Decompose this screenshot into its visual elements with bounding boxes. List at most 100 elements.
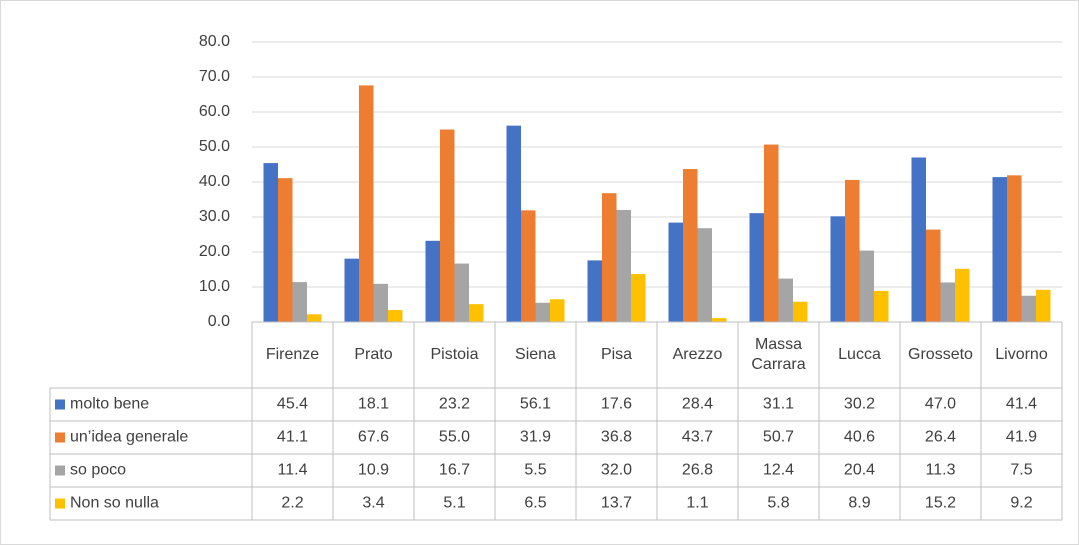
table-value: 13.7 [601,495,632,512]
bar [778,278,793,322]
table-value: 31.9 [520,429,551,446]
bar [587,260,602,322]
category-label: Firenze [265,346,320,363]
table-value: 31.1 [763,396,794,413]
bar [955,268,970,322]
bar [425,240,440,322]
bar [602,193,617,322]
table-value: 36.8 [601,429,632,446]
table-value: 17.6 [601,396,632,413]
bar [1036,289,1051,322]
category-label: Lucca [838,346,881,363]
table-value: 7.5 [1010,462,1032,479]
y-tick-label: 50.0 [199,138,230,155]
bar [926,229,941,322]
table-value: 8.9 [848,495,870,512]
table-value: 16.7 [439,462,470,479]
y-tick-label: 40.0 [199,173,230,190]
table-value: 3.4 [362,495,384,512]
category-label: Pistoia [430,346,479,363]
bar [764,144,779,322]
table-value: 10.9 [358,462,389,479]
table-value: 41.4 [1006,396,1037,413]
table-value: 5.5 [524,462,546,479]
bar [874,290,889,322]
table-value: 12.4 [763,462,794,479]
bar [506,125,521,323]
table-value: 6.5 [524,495,546,512]
y-tick-label: 60.0 [199,103,230,120]
table-value: 50.7 [763,429,794,446]
table-value: 67.6 [358,429,389,446]
table-value: 2.2 [281,495,303,512]
bar [278,178,293,322]
bar [263,163,278,322]
bar [830,216,845,322]
bar [697,228,712,322]
table-value: 43.7 [682,429,713,446]
table-value: 56.1 [520,396,551,413]
table-value: 11.4 [278,462,308,479]
bar [845,179,860,322]
bar [344,258,359,322]
legend-swatch [55,465,65,476]
table-value: 45.4 [277,396,308,413]
table-value: 26.4 [925,429,956,446]
y-tick-label: 10.0 [199,278,230,295]
y-tick-label: 70.0 [199,68,230,85]
bar [940,282,955,322]
category-label: Siena [515,346,556,363]
table-value: 5.1 [443,495,465,512]
table-value: 55.0 [439,429,470,446]
bar [668,222,683,322]
legend-swatch [55,498,65,509]
legend-label: un’idea generale [70,429,188,446]
table-value: 5.8 [767,495,789,512]
category-label: Massa Carrara [751,336,806,373]
bar [1007,175,1022,322]
bar [550,299,565,322]
category-label: Arezzo [672,346,723,363]
legend-label: so poco [70,462,126,479]
table-value: 40.6 [844,429,875,446]
y-tick-label: 30.0 [199,208,230,225]
bar [1021,295,1036,322]
category-label: Livorno [995,346,1048,363]
category-label: Grosseto [908,346,973,363]
table-value: 20.4 [844,462,875,479]
bar [469,304,484,322]
legend-swatch [55,399,65,410]
table-value: 9.2 [1010,495,1032,512]
bar [440,129,455,322]
y-tick-label: 20.0 [199,243,230,260]
bar [373,283,388,322]
bar [793,301,808,322]
bar [307,314,322,322]
table-value: 23.2 [439,396,470,413]
legend-label: molto bene [70,396,149,413]
table-value: 18.1 [358,396,389,413]
table-value: 47.0 [925,396,956,413]
category-label: Pisa [600,346,633,363]
bar [359,85,374,323]
table-value: 15.2 [925,495,956,512]
bar [712,318,727,322]
bar [749,213,764,322]
bar [521,210,536,322]
table-value: 41.1 [277,429,308,446]
bar [292,282,307,322]
bar [859,250,874,322]
bar [454,263,469,322]
table-value: 28.4 [682,396,713,413]
legend-swatch [55,432,65,443]
table-value: 26.8 [682,462,713,479]
bar [631,274,646,322]
table-value: 11.3 [926,462,956,479]
table-value: 30.2 [844,396,875,413]
table-value: 41.9 [1006,429,1037,446]
bar [535,302,550,322]
bar [616,210,631,322]
bar [992,177,1007,322]
